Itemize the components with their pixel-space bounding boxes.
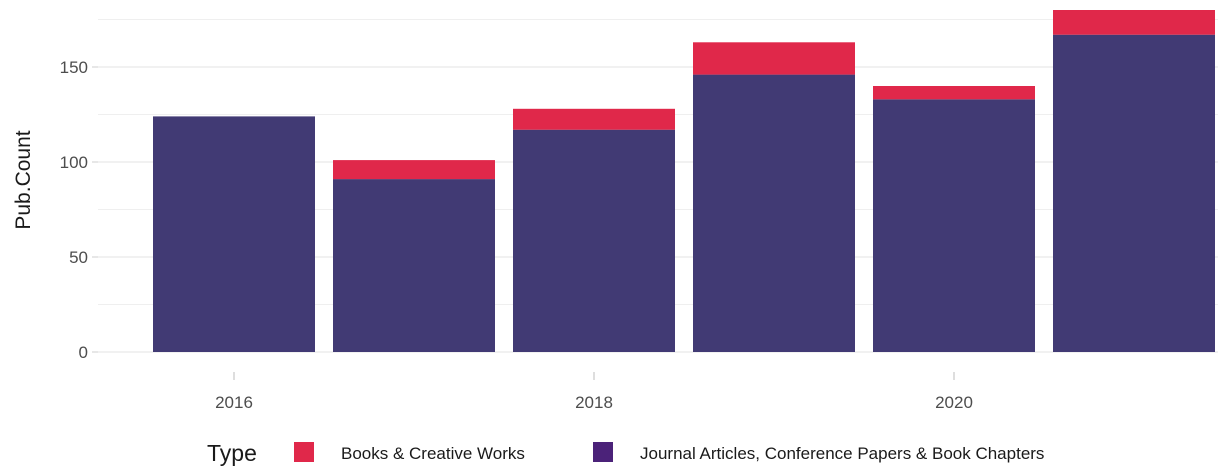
- bar-2018-books: [513, 108, 675, 130]
- x-tick-label: 2020: [935, 393, 973, 412]
- bars: [153, 10, 1215, 353]
- bar-2018-journal-articles: [513, 129, 675, 352]
- legend-label-books: Books & Creative Works: [341, 444, 525, 463]
- y-axis-title: Pub.Count: [12, 130, 35, 229]
- y-tick-label: 100: [60, 153, 88, 172]
- legend-key-journal-articles: [593, 442, 613, 462]
- legend: Type Books & Creative Works Journal Artic…: [207, 440, 1044, 466]
- bar-2016-journal-articles: [153, 116, 315, 353]
- bar-2017-journal-articles: [333, 179, 495, 352]
- x-tick-label: 2018: [575, 393, 613, 412]
- bar-2020-journal-articles: [873, 99, 1035, 352]
- bar-2021-books: [1053, 10, 1215, 35]
- legend-title: Type: [207, 440, 257, 466]
- y-axis: 0 50 100 150: [60, 58, 98, 362]
- bar-2019-books: [693, 42, 855, 75]
- bar-2020-books: [873, 86, 1035, 100]
- bar-2017-books: [333, 160, 495, 180]
- x-tick-label: 2016: [215, 393, 253, 412]
- y-tick-label: 50: [69, 248, 88, 267]
- y-tick-label: 0: [79, 343, 88, 362]
- legend-label-journal-articles: Journal Articles, Conference Papers & Bo…: [640, 444, 1044, 463]
- y-tick-label: 150: [60, 58, 88, 77]
- legend-key-books: [294, 442, 314, 462]
- bar-2021-journal-articles: [1053, 34, 1215, 352]
- bar-2019-journal-articles: [693, 74, 855, 352]
- x-axis: 2016 2018 2020: [215, 372, 973, 412]
